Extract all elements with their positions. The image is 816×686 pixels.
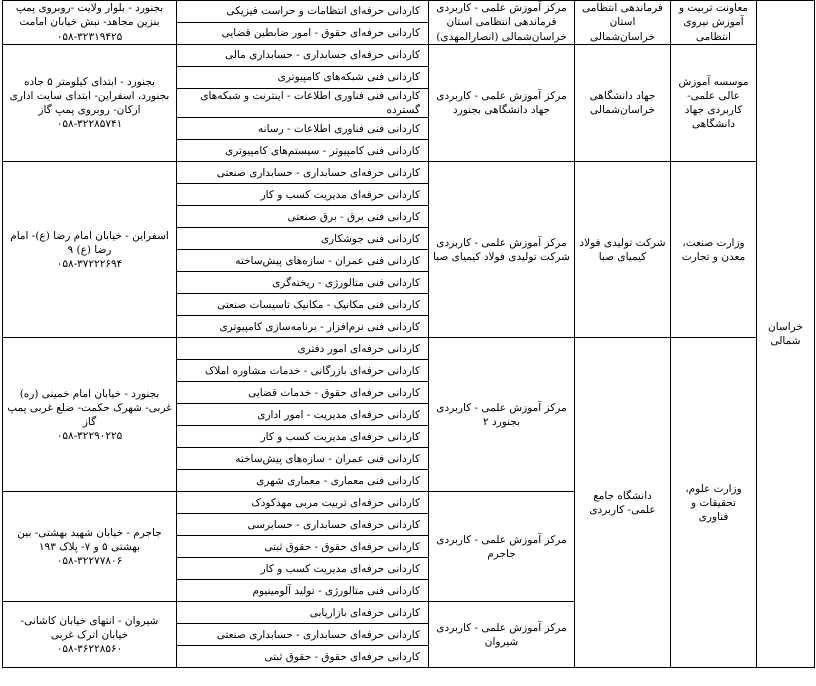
table-row: کاردانی حرفه‌ای حسابداری - حسابرسی: [3, 513, 815, 537]
program-cell: کاردانی حرفه‌ای مدیریت کسب و کار: [176, 183, 429, 207]
program-cell: کاردانی حرفه‌ای حسابداری - حسابرسی: [176, 513, 429, 537]
address-text: شیروان - انتهای خیابان کاشانی- خیابان ات…: [20, 614, 159, 641]
organization-cell: فرماندهی انتظامی استان خراسان‌شمالی: [574, 0, 671, 45]
table-row: کاردانی فنی نرم‌افزار - برنامه‌سازی کامپ…: [3, 315, 815, 339]
program-cell: کاردانی حرفه‌ای بازاریابی: [176, 601, 429, 625]
phone-number: ۰۵۸-۳۶۲۲۸۵۶۰: [56, 642, 123, 655]
phone-number: ۰۵۸-۳۲۳۱۹۴۲۵: [56, 30, 123, 43]
address-text: جاجرم - خیابان شهید بهشتی- بین بهشتی ۵ و…: [17, 526, 162, 553]
address-text: اسفراین - خیابان امام رضا (ع)- امام رضا …: [10, 229, 169, 256]
program-cell: کاردانی فنی متالورژی - ریخته‌گری: [176, 271, 429, 295]
address-text: بجنورد - بلوار ولایت -روبروی پمپ بنزین م…: [15, 2, 164, 29]
program-cell: کاردانی فنی عمران - سازه‌های پیش‌ساخته: [176, 447, 429, 471]
program-cell: کاردانی فنی فناوری اطلاعات - اینترنت و ش…: [176, 87, 429, 119]
center-cell: مرکز آموزش علمی - کاربردی شرکت تولیدی فو…: [428, 161, 575, 339]
program-cell: کاردانی حرفه‌ای تربیت مربی مهدکودک: [176, 491, 429, 515]
table-row: کاردانی حرفه‌ای مدیریت - امور اداری: [3, 403, 815, 427]
phone-number: ۰۵۸-۳۲۲۸۵۷۴۱: [56, 118, 123, 131]
program-cell: کاردانی فنی عمران - سازه‌های پیش‌ساخته: [176, 249, 429, 273]
centers-table: خراسان شمالی معاونت تربیت و آموزش نیروی ا…: [2, 0, 815, 669]
province-cell: خراسان شمالی: [756, 0, 815, 669]
program-cell: کاردانی فنی شبکه‌های کامپیوتری: [176, 66, 429, 89]
table-row: کاردانی فنی عمران - سازه‌های پیش‌ساخته: [3, 447, 815, 471]
organization-cell: دانشگاه جامع علمی- کاربردی: [574, 337, 671, 669]
program-cell: کاردانی فنی کامپیوتر - سیستم‌های کامپیوت…: [176, 139, 429, 163]
ministry-cell: وزارت صنعت، معدن و تجارت: [670, 161, 757, 339]
program-cell: کاردانی حرفه‌ای حقوق - حقوق ثبتی: [176, 535, 429, 559]
center-cell: مرکز آموزش علمی - کاربردی شیروان: [428, 601, 575, 669]
program-cell: کاردانی فنی فناوری اطلاعات - رسانه: [176, 117, 429, 141]
phone-number: ۰۵۸-۳۲۲۹۰۲۲۵: [56, 430, 123, 443]
phone-number: ۰۵۸-۳۲۲۷۷۸۰۶: [56, 554, 123, 567]
program-cell: کاردانی حرفه‌ای بازرگانی - خدمات مشاوره …: [176, 359, 429, 383]
address-cell: بجنورد - بلوار ولایت -روبروی پمپ بنزین م…: [2, 0, 177, 45]
program-cell: کاردانی فنی جوشکاری: [176, 227, 429, 251]
table-row: خراسان شمالی معاونت تربیت و آموزش نیروی ا…: [2, 0, 815, 669]
program-cell: کاردانی حرفه‌ای امور دفتری: [176, 337, 429, 361]
center-cell: مرکز آموزش علمی - کاربردی فرماندهی انتظا…: [428, 0, 575, 45]
program-cell: کاردانی فنی معماری - معماری شهری: [176, 469, 429, 493]
program-cell: کاردانی فنی نرم‌افزار - برنامه‌سازی کامپ…: [176, 315, 429, 339]
program-cell: کاردانی حرفه‌ای مدیریت کسب و کار: [176, 557, 429, 581]
program-cell: کاردانی فنی متالورژی - تولید آلومینیوم: [176, 579, 429, 603]
address-cell: جاجرم - خیابان شهید بهشتی- بین بهشتی ۵ و…: [2, 491, 177, 603]
table-row: مرکز آموزش علمی - کاربردی شیروان کاردانی …: [2, 601, 815, 669]
address-text: بجنورد - خیابان امام خمینی (ره) غربی- شه…: [7, 387, 172, 428]
address-cell: بجنورد - ابتدای کیلومتر ۵ جاده بجنورد، ا…: [2, 43, 177, 163]
table-row: وزارت صنعت، معدن و تجارت شرکت تولیدی فولا…: [2, 161, 815, 339]
organization-cell: شرکت تولیدی فولاد کیمیای صبا: [574, 161, 671, 339]
program-cell: کاردانی حرفه‌ای مدیریت کسب و کار: [176, 425, 429, 449]
center-cell: مرکز آموزش علمی - کاربردی جهاد دانشگاهی …: [428, 43, 575, 163]
address-cell: اسفراین - خیابان امام رضا (ع)- امام رضا …: [2, 161, 177, 339]
table-row: موسسه آموزش عالی علمی- کاربردی جهاد دانش…: [2, 43, 815, 163]
address-text: بجنورد - ابتدای کیلومتر ۵ جاده بجنورد، ا…: [9, 75, 170, 117]
phone-number: ۰۵۸-۳۷۲۲۲۶۹۴: [56, 257, 123, 270]
program-cell: کاردانی حرفه‌ای حسابداری - حسابداری صنعت…: [176, 623, 429, 647]
program-cell: کاردانی حرفه‌ای حسابداری - حسابداری مالی: [176, 44, 429, 67]
address-cell: بجنورد - خیابان امام خمینی (ره) غربی- شه…: [2, 337, 177, 493]
program-cell: کاردانی حرفه‌ای حقوق - خدمات قضایی: [176, 381, 429, 405]
program-cell: کاردانی فنی برق - برق صنعتی: [176, 205, 429, 229]
table-row: مرکز آموزش علمی - کاربردی جاجرم کاردانی ح…: [2, 491, 815, 603]
table-row: کاردانی فنی کامپیوتر - سیستم‌های کامپیوت…: [3, 139, 815, 163]
ministry-cell: وزارت علوم، تحقیقات و فناوری: [670, 337, 757, 669]
table-row: کاردانی فنی برق - برق صنعتی: [3, 205, 815, 229]
table-row: کاردانی فنی فناوری اطلاعات - اینترنت و ش…: [3, 87, 815, 119]
table-row: کاردانی حرفه‌ای حقوق - حقوق ثبتی: [3, 645, 815, 669]
program-cell: کاردانی حرفه‌ای حسابداری - حسابداری صنعت…: [176, 161, 429, 185]
center-cell: مرکز آموزش علمی - کاربردی بجنورد ۲: [428, 337, 575, 493]
organization-cell: جهاد دانشگاهی خراسان‌شمالی: [574, 43, 671, 163]
center-cell: مرکز آموزش علمی - کاربردی جاجرم: [428, 491, 575, 603]
ministry-cell: موسسه آموزش عالی علمی- کاربردی جهاد دانش…: [670, 43, 757, 163]
address-cell: شیروان - انتهای خیابان کاشانی- خیابان ات…: [2, 601, 177, 669]
program-cell: کاردانی حرفه‌ای انتظامات و حراست فیزیکی: [176, 0, 429, 23]
table-row: کاردانی فنی متالورژی - تولید آلومینیوم: [3, 579, 815, 603]
ministry-cell: معاونت تربیت و آموزش نیروی انتظامی: [670, 0, 757, 45]
program-cell: کاردانی فنی مکانیک - مکانیک تاسیسات صنعت…: [176, 293, 429, 317]
table-row: وزارت علوم، تحقیقات و فناوری دانشگاه جامع…: [2, 337, 815, 669]
table-row: کاردانی فنی فناوری اطلاعات - رسانه: [3, 117, 815, 141]
table-body: خراسان شمالی معاونت تربیت و آموزش نیروی ا…: [2, 0, 815, 669]
program-cell: کاردانی حرفه‌ای حقوق - حقوق ثبتی: [176, 645, 429, 669]
program-cell: کاردانی حرفه‌ای حقوق - امور ضابطین قضایی: [176, 22, 429, 45]
program-cell: کاردانی حرفه‌ای مدیریت - امور اداری: [176, 403, 429, 427]
